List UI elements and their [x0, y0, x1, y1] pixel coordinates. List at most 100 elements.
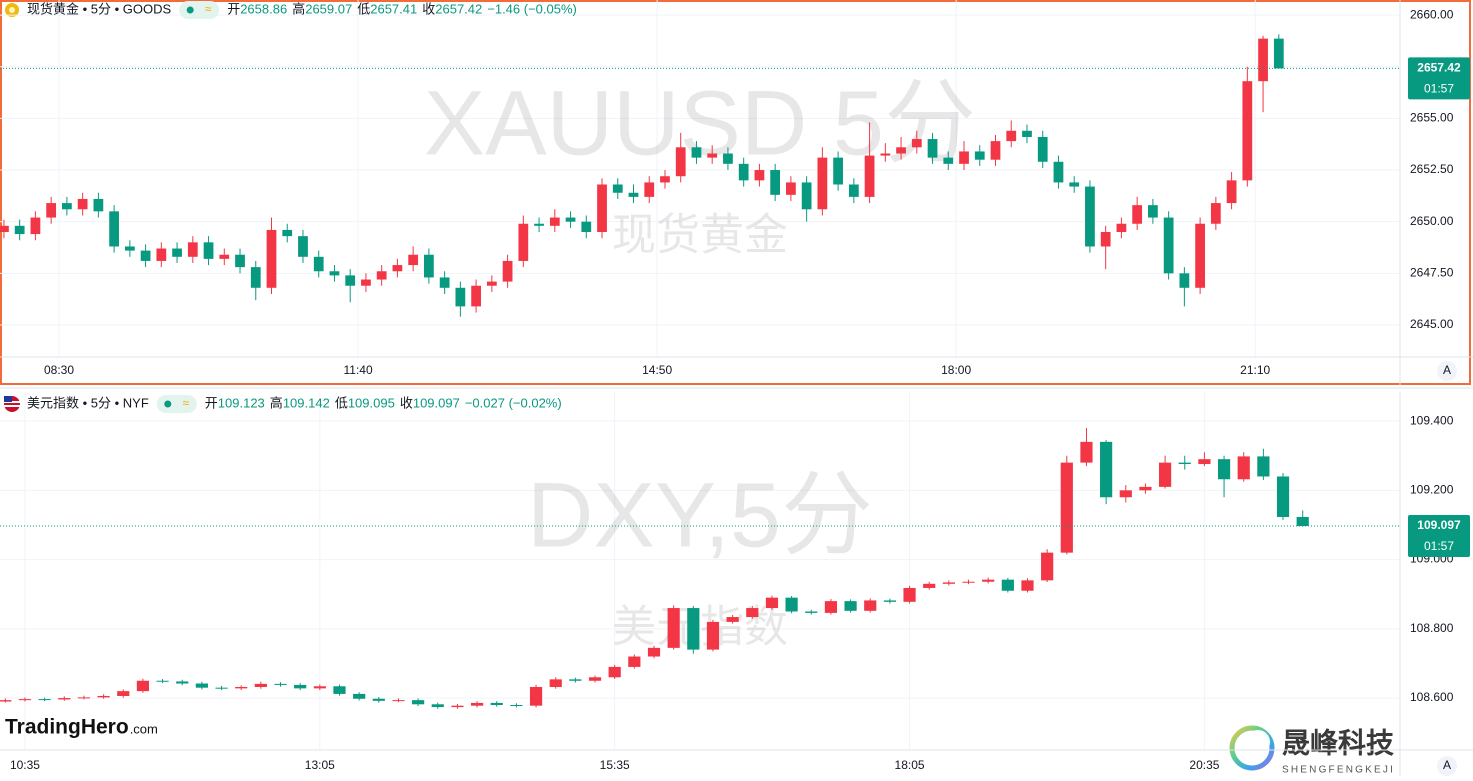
active-panel-frame [0, 0, 1471, 385]
y-tick-label: 108.800 [1410, 621, 1454, 635]
candle-body [58, 698, 71, 700]
y-tick-label: 2655.00 [1410, 111, 1454, 125]
candle-body [372, 698, 385, 701]
candle-body [518, 223, 529, 261]
candle-body [14, 225, 25, 235]
ohlc-value: 109.097 [413, 395, 460, 410]
candle-body [529, 686, 543, 706]
candle-body [1132, 205, 1143, 224]
status-pill [156, 395, 197, 413]
candle-body [942, 582, 955, 584]
x-tick-label: 14:50 [642, 363, 672, 377]
watermark: XAUUSD 5分 [424, 72, 976, 174]
auto-scale-button[interactable] [1437, 756, 1457, 776]
candle-body [534, 223, 544, 226]
candle-body [1041, 552, 1054, 581]
candle-body [424, 254, 434, 278]
candle-body [754, 170, 765, 181]
ohlc-label: 高 [270, 395, 283, 410]
candle-body [691, 147, 702, 158]
candle-body [46, 203, 57, 218]
candle-body [990, 141, 1001, 160]
candle-body [608, 666, 621, 678]
candle-body [502, 260, 513, 282]
candle-body [176, 681, 189, 684]
candle-body [565, 217, 576, 222]
status-pill [179, 1, 220, 19]
candle-body [455, 287, 466, 307]
candle-body [844, 601, 857, 611]
brand-right: 晟峰科技 [1282, 727, 1394, 758]
candle-body [30, 217, 41, 235]
candle-body [0, 700, 12, 702]
gold-icon-inner [9, 7, 15, 13]
ohlc-label: 开 [205, 395, 218, 410]
candle-body [943, 157, 954, 164]
price-tag [1408, 514, 1470, 557]
candle-body [471, 285, 481, 307]
y-tick-label: 109.200 [1410, 483, 1454, 497]
candle-body [187, 242, 198, 257]
candle-body [660, 176, 670, 183]
ohlc-value: 2659.07 [305, 1, 352, 16]
candle-body [1195, 223, 1205, 288]
candle-body [647, 647, 661, 657]
candle-body [581, 221, 592, 233]
candle-body [250, 267, 261, 288]
auto-scale-label: A [1443, 758, 1451, 772]
candle-body [597, 184, 607, 233]
candle-body [470, 702, 484, 706]
candle-body [1006, 130, 1017, 142]
candle-body [1100, 232, 1111, 247]
candle-body [1119, 490, 1132, 498]
candle-body [361, 279, 371, 286]
candle-body [1210, 203, 1221, 224]
candle-body [235, 254, 245, 268]
candle-body [18, 699, 32, 701]
ohlc-label: 高 [292, 1, 305, 16]
candle-body [439, 277, 450, 288]
candle-body [313, 256, 324, 272]
candle-body [408, 254, 419, 266]
candle-body [117, 691, 130, 696]
y-tick-label: 2647.50 [1410, 266, 1454, 280]
candle-body [172, 248, 182, 257]
candle-body [0, 225, 9, 233]
ohlc-value: 109.095 [348, 395, 395, 410]
candle-body [235, 686, 248, 689]
candle-body [1257, 456, 1270, 477]
candle-body [392, 265, 403, 272]
candle-body [1258, 38, 1268, 82]
candle-body [723, 153, 733, 164]
candle-body [1273, 38, 1284, 69]
candle-body [923, 583, 936, 588]
status-dot [186, 6, 194, 14]
price-tag [1408, 57, 1470, 100]
candle-body [687, 608, 700, 650]
candle-body [805, 611, 818, 613]
candle-body [1276, 476, 1290, 517]
x-tick-label: 21:10 [1240, 363, 1270, 377]
candle-body [412, 700, 425, 705]
candle-body [77, 198, 88, 210]
candle-body [707, 153, 718, 158]
candle-body [38, 699, 51, 701]
candle-body [1022, 130, 1032, 137]
candle-body [266, 229, 277, 288]
candle-body [864, 155, 875, 197]
price-tag-value: 2657.42 [1417, 61, 1461, 75]
auto-scale-button[interactable] [1437, 361, 1457, 381]
symbol-title: 美元指数 • 5分 • NYF [27, 395, 149, 410]
candle-body [927, 139, 938, 158]
candle-body [93, 198, 104, 212]
candle-body [1179, 273, 1190, 288]
candle-body [97, 695, 110, 698]
candle-body [1060, 462, 1073, 553]
candle-body [746, 608, 759, 618]
x-tick-label: 15:35 [600, 758, 630, 772]
x-tick-label: 20:35 [1189, 758, 1219, 772]
candle-body [376, 271, 387, 280]
candle-body [219, 254, 230, 259]
symbol-title: 现货黄金 • 5分 • GOODS [27, 1, 172, 16]
